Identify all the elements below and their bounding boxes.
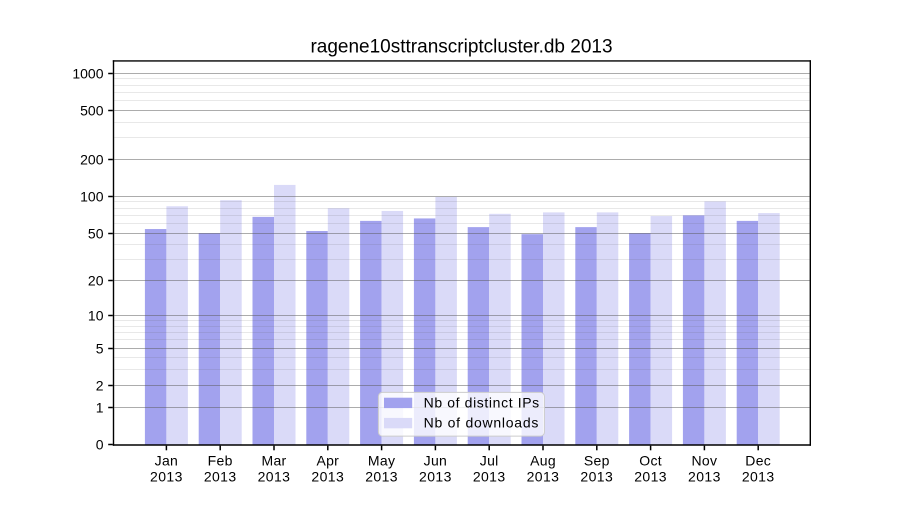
svg-text:2013: 2013 xyxy=(204,468,237,484)
svg-text:1: 1 xyxy=(96,400,104,416)
svg-text:Jun: Jun xyxy=(424,452,447,468)
svg-text:200: 200 xyxy=(80,152,104,168)
svg-text:20: 20 xyxy=(88,273,104,289)
svg-text:10: 10 xyxy=(88,308,104,324)
svg-text:Nov: Nov xyxy=(692,452,718,468)
svg-text:Nb of downloads: Nb of downloads xyxy=(424,415,540,431)
svg-text:Jul: Jul xyxy=(480,452,499,468)
svg-text:2013: 2013 xyxy=(688,468,721,484)
svg-text:Sep: Sep xyxy=(584,452,610,468)
svg-text:ragene10sttranscriptcluster.db: ragene10sttranscriptcluster.db 2013 xyxy=(310,36,612,57)
svg-text:May: May xyxy=(368,452,395,468)
svg-text:0: 0 xyxy=(96,437,104,453)
svg-text:2013: 2013 xyxy=(150,468,183,484)
svg-text:2013: 2013 xyxy=(419,468,452,484)
svg-text:Aug: Aug xyxy=(530,452,556,468)
svg-text:2: 2 xyxy=(96,378,104,394)
svg-text:2013: 2013 xyxy=(742,468,775,484)
svg-text:500: 500 xyxy=(80,103,104,119)
svg-text:2013: 2013 xyxy=(527,468,560,484)
svg-text:Jan: Jan xyxy=(155,452,178,468)
svg-text:Nb of distinct IPs: Nb of distinct IPs xyxy=(424,395,540,411)
svg-text:2013: 2013 xyxy=(580,468,613,484)
svg-text:50: 50 xyxy=(88,226,104,242)
svg-text:5: 5 xyxy=(96,341,104,357)
svg-text:2013: 2013 xyxy=(311,468,344,484)
svg-text:Feb: Feb xyxy=(208,452,233,468)
svg-text:Apr: Apr xyxy=(316,452,339,468)
svg-text:Dec: Dec xyxy=(745,452,771,468)
svg-text:2013: 2013 xyxy=(258,468,291,484)
svg-text:1000: 1000 xyxy=(72,66,103,82)
svg-text:2013: 2013 xyxy=(634,468,667,484)
svg-text:Mar: Mar xyxy=(261,452,286,468)
svg-text:Oct: Oct xyxy=(639,452,662,468)
svg-text:100: 100 xyxy=(80,189,104,205)
svg-text:2013: 2013 xyxy=(365,468,398,484)
svg-text:2013: 2013 xyxy=(473,468,506,484)
